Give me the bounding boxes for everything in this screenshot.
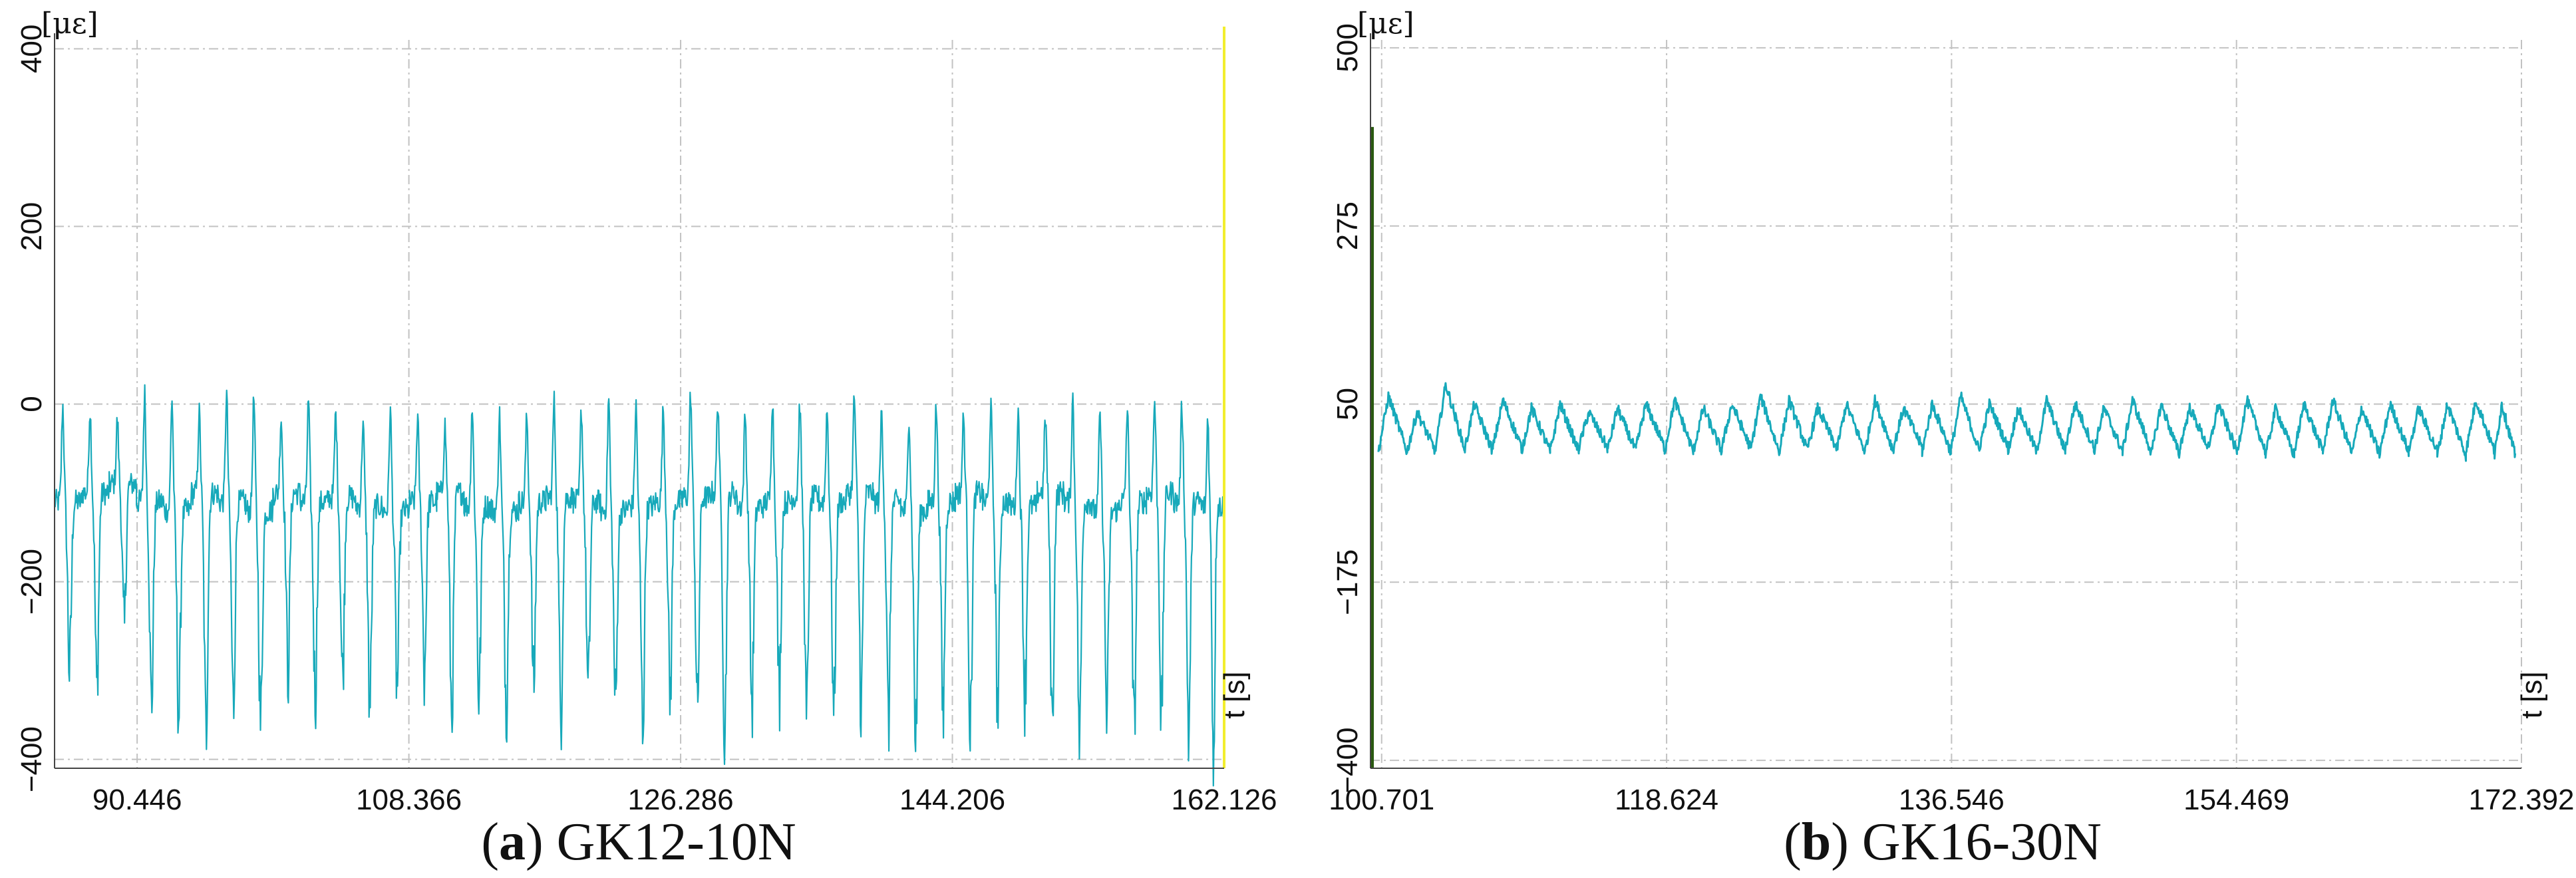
x-tick-label: 108.366 [356, 784, 462, 816]
y-tick-label: −175 [1331, 549, 1364, 615]
x-tick-label: 100.701 [1329, 784, 1434, 816]
caption-letter-b: b [1802, 813, 1832, 871]
axes-b [1370, 33, 2521, 769]
series-a [53, 384, 1225, 787]
axes-a [54, 33, 1224, 769]
x-tick-label: 136.546 [1899, 784, 2005, 816]
y-tick-label: 275 [1331, 202, 1364, 250]
y-tick-labels-a: 400 200 0 −200 −400 [15, 25, 48, 793]
x-tick-labels-b: 100.701 118.624 136.546 154.469 172.392 [1329, 784, 2574, 816]
caption-b: (b) GK16-30N [1784, 813, 2102, 871]
chart-panel-a: 400 200 0 −200 −400 90.446 108.366 126.286 144.… [15, 7, 1277, 871]
y-tick-label: 200 [15, 202, 48, 251]
gridlines-a [55, 40, 1225, 768]
chart-panel-b: 500 275 50 −175 −400 100.701 118.624 136.546 15… [1329, 7, 2574, 871]
y-tick-label: 50 [1331, 388, 1364, 420]
y-tick-label: −200 [15, 549, 48, 615]
x-tick-label: 144.206 [899, 784, 1005, 816]
x-tick-label: 172.392 [2468, 784, 2574, 816]
caption-text-b: GK16-30N [1862, 813, 2102, 871]
y-tick-label: −400 [15, 726, 48, 792]
x-tick-labels-a: 90.446 108.366 126.286 144.206 162.126 [92, 784, 1277, 816]
series-b [1377, 382, 2517, 462]
series-line [1377, 382, 2517, 462]
caption-text-a: GK12-10N [557, 813, 796, 871]
caption-a: (a) GK12-10N [481, 813, 796, 871]
y-tick-label: 500 [1331, 23, 1364, 72]
y-tick-labels-b: 500 275 50 −175 −400 [1331, 23, 1364, 793]
x-axis-label-a: t [s] [1218, 672, 1251, 719]
x-tick-label: 162.126 [1171, 784, 1277, 816]
y-axis-label-b: [με] [1357, 7, 1414, 41]
caption-letter-a: a [499, 813, 526, 871]
x-axis-label-b: t [s] [2515, 672, 2548, 719]
gridlines-b [1370, 40, 2522, 768]
y-axis-label-a: [με] [41, 7, 98, 41]
x-tick-label: 118.624 [1615, 784, 1718, 816]
x-tick-label: 90.446 [92, 784, 182, 816]
y-tick-label: −400 [1331, 728, 1364, 794]
y-tick-label: 400 [15, 25, 48, 73]
y-tick-label: 0 [15, 396, 48, 412]
x-tick-label: 126.286 [628, 784, 734, 816]
series-line [53, 384, 1225, 787]
x-tick-label: 154.469 [2183, 784, 2289, 816]
